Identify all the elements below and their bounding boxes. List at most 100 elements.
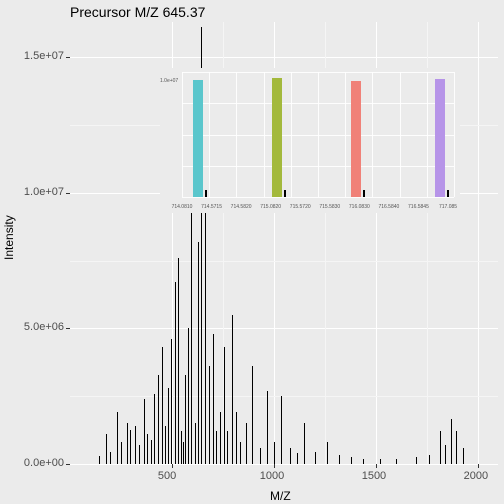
spectrum-peak (240, 442, 241, 464)
figure: Precursor M/Z 645.37 Intensity M/Z 1.0e+… (0, 0, 504, 504)
inset-bar-edge (447, 190, 449, 197)
x-tick-label: 500 (158, 470, 176, 482)
x-tick-label: 2000 (464, 470, 488, 482)
spectrum-peak (236, 412, 237, 464)
y-axis-label: Intensity (2, 215, 16, 260)
inset-bar-edge (363, 190, 365, 197)
spectrum-peak (191, 209, 192, 464)
grid-v-major (478, 22, 479, 464)
inset-x-tick-label: 715.5720 (290, 204, 311, 210)
y-tick-label: 1.5e+07 (24, 50, 64, 62)
y-tick (66, 328, 70, 329)
spectrum-peak (117, 412, 118, 464)
y-tick-label: 0.0e+00 (24, 457, 64, 469)
spectrum-peak (304, 423, 305, 464)
spectrum-peak (158, 375, 159, 464)
spectrum-peak (290, 448, 291, 464)
spectrum-peak (252, 366, 253, 464)
inset-bar-edge (205, 190, 207, 197)
spectrum-peak (185, 375, 186, 464)
spectrum-peak (416, 457, 417, 464)
spectrum-peak (198, 242, 199, 464)
grid-h-major (70, 57, 498, 58)
x-axis-label: M/Z (270, 489, 291, 503)
chart-title: Precursor M/Z 645.37 (70, 4, 205, 20)
grid-h-minor (70, 261, 498, 262)
x-tick (376, 464, 377, 468)
spectrum-peak (183, 442, 184, 464)
spectrum-peak (232, 315, 233, 464)
spectrum-peak (178, 258, 179, 464)
y-tick-label: 1.0e+07 (24, 186, 64, 198)
inset-grid-h (182, 72, 454, 73)
spectrum-peak (220, 412, 221, 464)
spectrum-peak (216, 431, 217, 464)
spectrum-peak (396, 459, 397, 464)
grid-h-major (70, 464, 498, 465)
spectrum-peak (281, 396, 282, 464)
inset-plot-area (182, 72, 454, 197)
spectrum-peak (121, 442, 122, 464)
spectrum-peak (315, 452, 316, 464)
grid-h-minor (70, 396, 498, 397)
spectrum-peak (213, 334, 214, 464)
spectrum-peak (429, 455, 430, 464)
inset-bar-edge (284, 190, 286, 197)
inset-grid-h (182, 197, 454, 198)
inset-bar (351, 81, 361, 197)
spectrum-peak (144, 399, 145, 464)
spectrum-peak (127, 423, 128, 464)
y-tick-label: 5.0e+06 (24, 321, 64, 333)
spectrum-peak (168, 388, 169, 464)
inset-grid-h (182, 103, 454, 104)
spectrum-peak (175, 282, 176, 464)
spectrum-peak (451, 419, 452, 464)
spectrum-peak (339, 455, 340, 464)
spectrum-peak (154, 394, 155, 465)
inset-y-tick-label: 1.0e+07 (160, 78, 178, 84)
inset-x-tick-label: 714.0810 (172, 204, 193, 210)
spectrum-peak (351, 457, 352, 464)
spectrum-peak (106, 434, 107, 464)
spectrum-peak (165, 426, 166, 464)
inset-bar (435, 79, 445, 197)
spectrum-peak (139, 445, 140, 464)
grid-h-major (70, 328, 498, 329)
spectrum-peak (130, 430, 131, 464)
spectrum-peak (171, 339, 172, 464)
x-tick (172, 464, 173, 468)
x-tick-label: 1500 (362, 470, 386, 482)
spectrum-peak (188, 328, 189, 464)
spectrum-peak (162, 347, 163, 464)
inset-x-tick-label: 716.5840 (378, 204, 399, 210)
spectrum-peak (327, 442, 328, 464)
spectrum-peak (205, 209, 206, 464)
spectrum-peak (297, 453, 298, 464)
inset-bar (193, 80, 203, 198)
inset-x-tick-label: 715.0820 (260, 204, 281, 210)
y-tick (66, 193, 70, 194)
inset-x-tick-label: 714.5820 (231, 204, 252, 210)
spectrum-peak (227, 431, 228, 464)
spectrum-peak (209, 366, 210, 464)
inset-x-tick-label: 716.0830 (349, 204, 370, 210)
y-tick (66, 464, 70, 465)
inset-x-tick-label: 716.5845 (408, 204, 429, 210)
spectrum-peak (456, 431, 457, 464)
spectrum-peak (110, 452, 111, 464)
x-tick-label: 1000 (260, 470, 284, 482)
spectrum-peak (445, 445, 446, 464)
spectrum-peak (147, 434, 148, 464)
inset-bar (272, 78, 282, 197)
spectrum-peak (195, 423, 196, 464)
inset-grid-v (454, 72, 455, 197)
x-tick (478, 464, 479, 468)
y-tick (66, 57, 70, 58)
inset-grid-h (182, 166, 454, 167)
inset-x-tick-label: 717.085 (439, 204, 457, 210)
inset-x-tick-label: 714.5715 (201, 204, 222, 210)
spectrum-peak (267, 391, 268, 464)
spectrum-peak (260, 448, 261, 464)
spectrum-peak (246, 423, 247, 464)
spectrum-peak (135, 426, 136, 464)
